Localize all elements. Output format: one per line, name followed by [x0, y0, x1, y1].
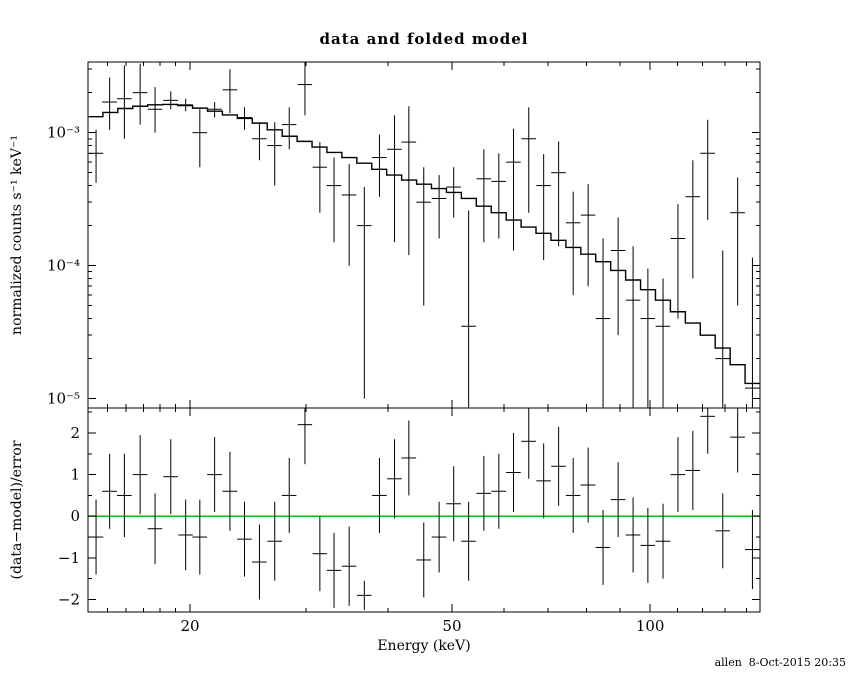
- svg-text:10⁻³: 10⁻³: [47, 124, 80, 142]
- plot-title: data and folded model: [319, 30, 529, 48]
- svg-text:10⁻⁴: 10⁻⁴: [47, 257, 80, 275]
- svg-text:20: 20: [180, 617, 199, 635]
- y-axis-label-residuals: (data−model)/error: [9, 440, 25, 580]
- svg-text:50: 50: [442, 617, 461, 635]
- y-axis-label-spectrum: normalized counts s⁻¹ keV⁻¹: [9, 135, 25, 335]
- svg-text:−2: −2: [58, 591, 80, 609]
- plot-timestamp: allen 8-Oct-2015 20:35: [714, 656, 846, 669]
- x-axis-label: Energy (keV): [377, 638, 471, 654]
- svg-text:0: 0: [70, 507, 80, 525]
- svg-text:100: 100: [636, 617, 665, 635]
- svg-text:10⁻⁵: 10⁻⁵: [47, 390, 80, 408]
- svg-text:−1: −1: [58, 549, 80, 567]
- svg-text:2: 2: [70, 424, 80, 442]
- svg-text:1: 1: [70, 466, 80, 484]
